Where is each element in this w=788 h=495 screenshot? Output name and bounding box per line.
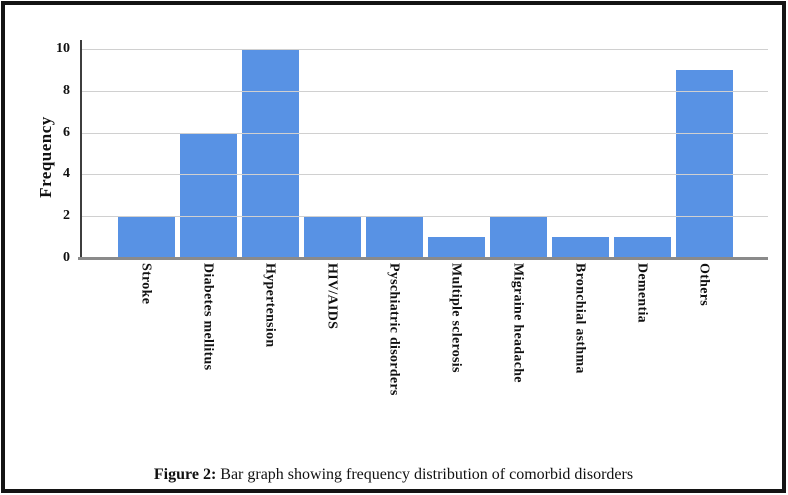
x-tick-label-text: Others [696, 263, 712, 307]
bar-bronchial-asthma [551, 237, 609, 258]
x-tick-label-text: Bronchial asthma [572, 263, 588, 374]
x-tick-label: Others [676, 263, 733, 453]
x-tick-label: Stroke [118, 263, 175, 453]
x-tick-label-text: Stroke [138, 263, 154, 305]
gridline [82, 90, 768, 92]
x-tick-label: Dementia [614, 263, 671, 453]
bar-others [675, 69, 733, 258]
x-tick-label-text: Multiple sclerosis [448, 263, 464, 373]
caption-text: Bar graph showing frequency distribution… [220, 466, 634, 483]
x-tick-label: Migraine headache [490, 263, 547, 453]
bar-stroke [117, 216, 175, 258]
bars-row [82, 40, 768, 258]
x-tick-label: Diabetes mellitus [180, 263, 237, 453]
y-tick-label: 8 [63, 82, 70, 98]
x-tick-label-text: Pyschiatric disorders [386, 263, 402, 396]
caption-label: Figure 2: [153, 466, 217, 483]
y-tick-label: 0 [63, 250, 70, 265]
x-axis-line [78, 257, 768, 260]
x-tick-label: Bronchial asthma [552, 263, 609, 453]
x-tick-label-text: Dementia [634, 263, 650, 323]
x-tick-label: HIV/AIDS [304, 263, 361, 453]
x-tick-label: Hypertension [242, 263, 299, 453]
bar-migraine-headache [489, 216, 547, 258]
gridline [82, 49, 768, 50]
y-tick-labels: 0 2 4 6 8 10 [5, 40, 75, 265]
bar-hypertension [241, 49, 299, 258]
gridline [82, 216, 768, 218]
y-tick-label: 2 [63, 208, 70, 224]
bar-diabetes-mellitus [179, 132, 237, 258]
plot-area [80, 40, 768, 258]
x-tick-labels: Stroke Diabetes mellitus Hypertension HIV/A… [82, 263, 768, 453]
y-tick-label: 4 [63, 166, 70, 182]
x-tick-label-text: Migraine headache [510, 263, 526, 383]
y-tick-label: 6 [63, 124, 70, 140]
gridline [82, 174, 768, 176]
bar-multiple-sclerosis [427, 237, 485, 258]
y-tick-label: 10 [56, 41, 70, 56]
x-tick-label-text: HIV/AIDS [324, 263, 340, 330]
bar-hiv-aids [303, 216, 361, 258]
figure-caption: Figure 2: Bar graph showing frequency di… [5, 466, 782, 484]
x-tick-label-text: Diabetes mellitus [200, 263, 216, 371]
x-tick-label-text: Hypertension [262, 263, 278, 348]
gridline [82, 132, 768, 134]
bar-dementia [613, 237, 671, 258]
x-tick-label: Multiple sclerosis [428, 263, 485, 453]
x-tick-label: Pyschiatric disorders [366, 263, 423, 453]
bar-pyschiatric-disorders [365, 216, 423, 258]
